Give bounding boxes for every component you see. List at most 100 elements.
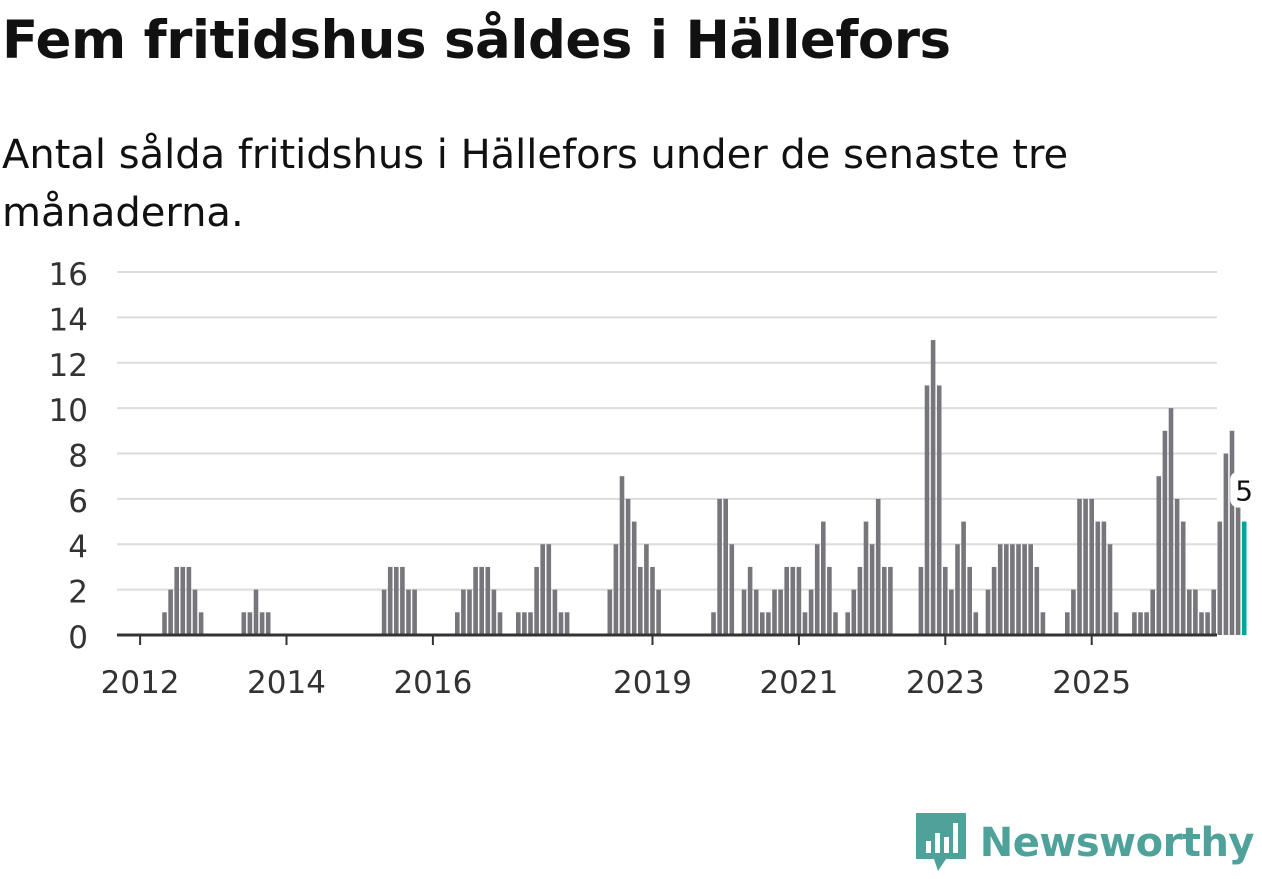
- bar: [802, 612, 808, 635]
- x-tick-label: 2012: [101, 665, 180, 701]
- bar: [564, 612, 570, 635]
- bar: [1113, 612, 1119, 635]
- bar: [650, 566, 655, 635]
- bar: [1028, 544, 1033, 635]
- bar: [394, 566, 399, 635]
- y-tick-label: 2: [68, 575, 88, 611]
- bar: [241, 612, 247, 635]
- bar: [955, 544, 960, 635]
- chart-title: Fem fritidshus såldes i Hällefors: [2, 10, 951, 71]
- bar: [808, 589, 814, 636]
- bar: [985, 589, 991, 636]
- bar: [625, 498, 631, 636]
- bar: [790, 566, 796, 635]
- bar: [247, 612, 253, 635]
- bar: [1144, 612, 1149, 635]
- bar: [192, 589, 198, 636]
- bar: [528, 612, 533, 635]
- bar: [936, 385, 942, 635]
- y-tick-label: 6: [68, 484, 88, 520]
- bar: [491, 589, 497, 636]
- bar: [1193, 589, 1198, 636]
- bar: [1162, 430, 1168, 635]
- bar: [1174, 498, 1180, 636]
- bar: [198, 612, 204, 635]
- bar: [1010, 544, 1015, 635]
- bar: [1211, 589, 1216, 636]
- y-tick-label: 14: [49, 302, 88, 338]
- bar: [558, 612, 564, 635]
- bar: [766, 612, 771, 635]
- data-label: 5: [1235, 475, 1253, 508]
- bar: [949, 589, 954, 636]
- bar: [1095, 521, 1101, 635]
- bar: [760, 612, 765, 635]
- bar: [1187, 589, 1192, 636]
- bar: [814, 544, 820, 635]
- bar: [613, 544, 619, 635]
- bar: [918, 566, 924, 635]
- bar: [723, 498, 728, 636]
- bar: [638, 566, 643, 635]
- bar: [924, 385, 930, 635]
- bar: [796, 566, 802, 635]
- bar: [729, 544, 735, 635]
- x-tick-label: 2016: [393, 665, 472, 701]
- bar: [552, 589, 558, 636]
- bar: [485, 566, 491, 635]
- bar: [644, 544, 649, 635]
- bar: [180, 566, 186, 635]
- chart-subtitle: Antal sålda fritidshus i Hällefors under…: [2, 132, 1069, 236]
- bar: [387, 566, 393, 635]
- bar: [467, 589, 472, 636]
- bar: [497, 612, 503, 635]
- y-tick-label: 10: [49, 393, 88, 429]
- newsworthy-logo[interactable]: Newsworthy: [915, 813, 1255, 873]
- y-tick-label: 16: [49, 257, 88, 293]
- bar: [1071, 589, 1076, 636]
- bar: [784, 566, 789, 635]
- bar: [1034, 566, 1040, 635]
- bar: [479, 566, 484, 635]
- bar: [607, 589, 613, 636]
- bar: [851, 589, 857, 636]
- bar: [772, 589, 777, 636]
- bar: [875, 498, 881, 636]
- bar: [1229, 430, 1235, 635]
- bar: [717, 498, 722, 636]
- bar: [1205, 612, 1210, 635]
- bar: [973, 612, 979, 635]
- bar: [857, 566, 863, 635]
- bar: [845, 612, 850, 635]
- bar: [1040, 612, 1046, 635]
- bar: [1168, 408, 1174, 636]
- highlight-bar: [1241, 521, 1247, 635]
- bar: [1004, 544, 1009, 635]
- bar: [631, 521, 637, 635]
- bar: [412, 589, 417, 636]
- bar: [961, 521, 966, 635]
- bar: [253, 589, 259, 636]
- bar: [546, 544, 552, 635]
- bar: [1089, 498, 1094, 636]
- x-tick-label: 2014: [247, 665, 326, 701]
- bar: [381, 589, 387, 636]
- bar: [711, 612, 716, 635]
- bar: [821, 521, 826, 635]
- bar: [162, 612, 167, 635]
- bar-chart: 0 2 4 6 8 10 12 14 16 2012 2014 2016 2019 2021 2023 202…: [49, 257, 1259, 701]
- bar: [174, 566, 179, 635]
- bar: [1223, 453, 1229, 635]
- bar: [753, 589, 759, 636]
- newsworthy-bar-chart-icon: [915, 813, 966, 871]
- bar: [778, 589, 783, 636]
- bar: [1022, 544, 1027, 635]
- x-tick-label: 2025: [1052, 665, 1131, 701]
- bar: [833, 612, 838, 635]
- bar: [1199, 612, 1204, 635]
- x-tick-label: 2019: [613, 665, 692, 701]
- bar: [406, 589, 411, 636]
- bar: [522, 612, 527, 635]
- bar: [1138, 612, 1143, 635]
- bar: [265, 612, 271, 635]
